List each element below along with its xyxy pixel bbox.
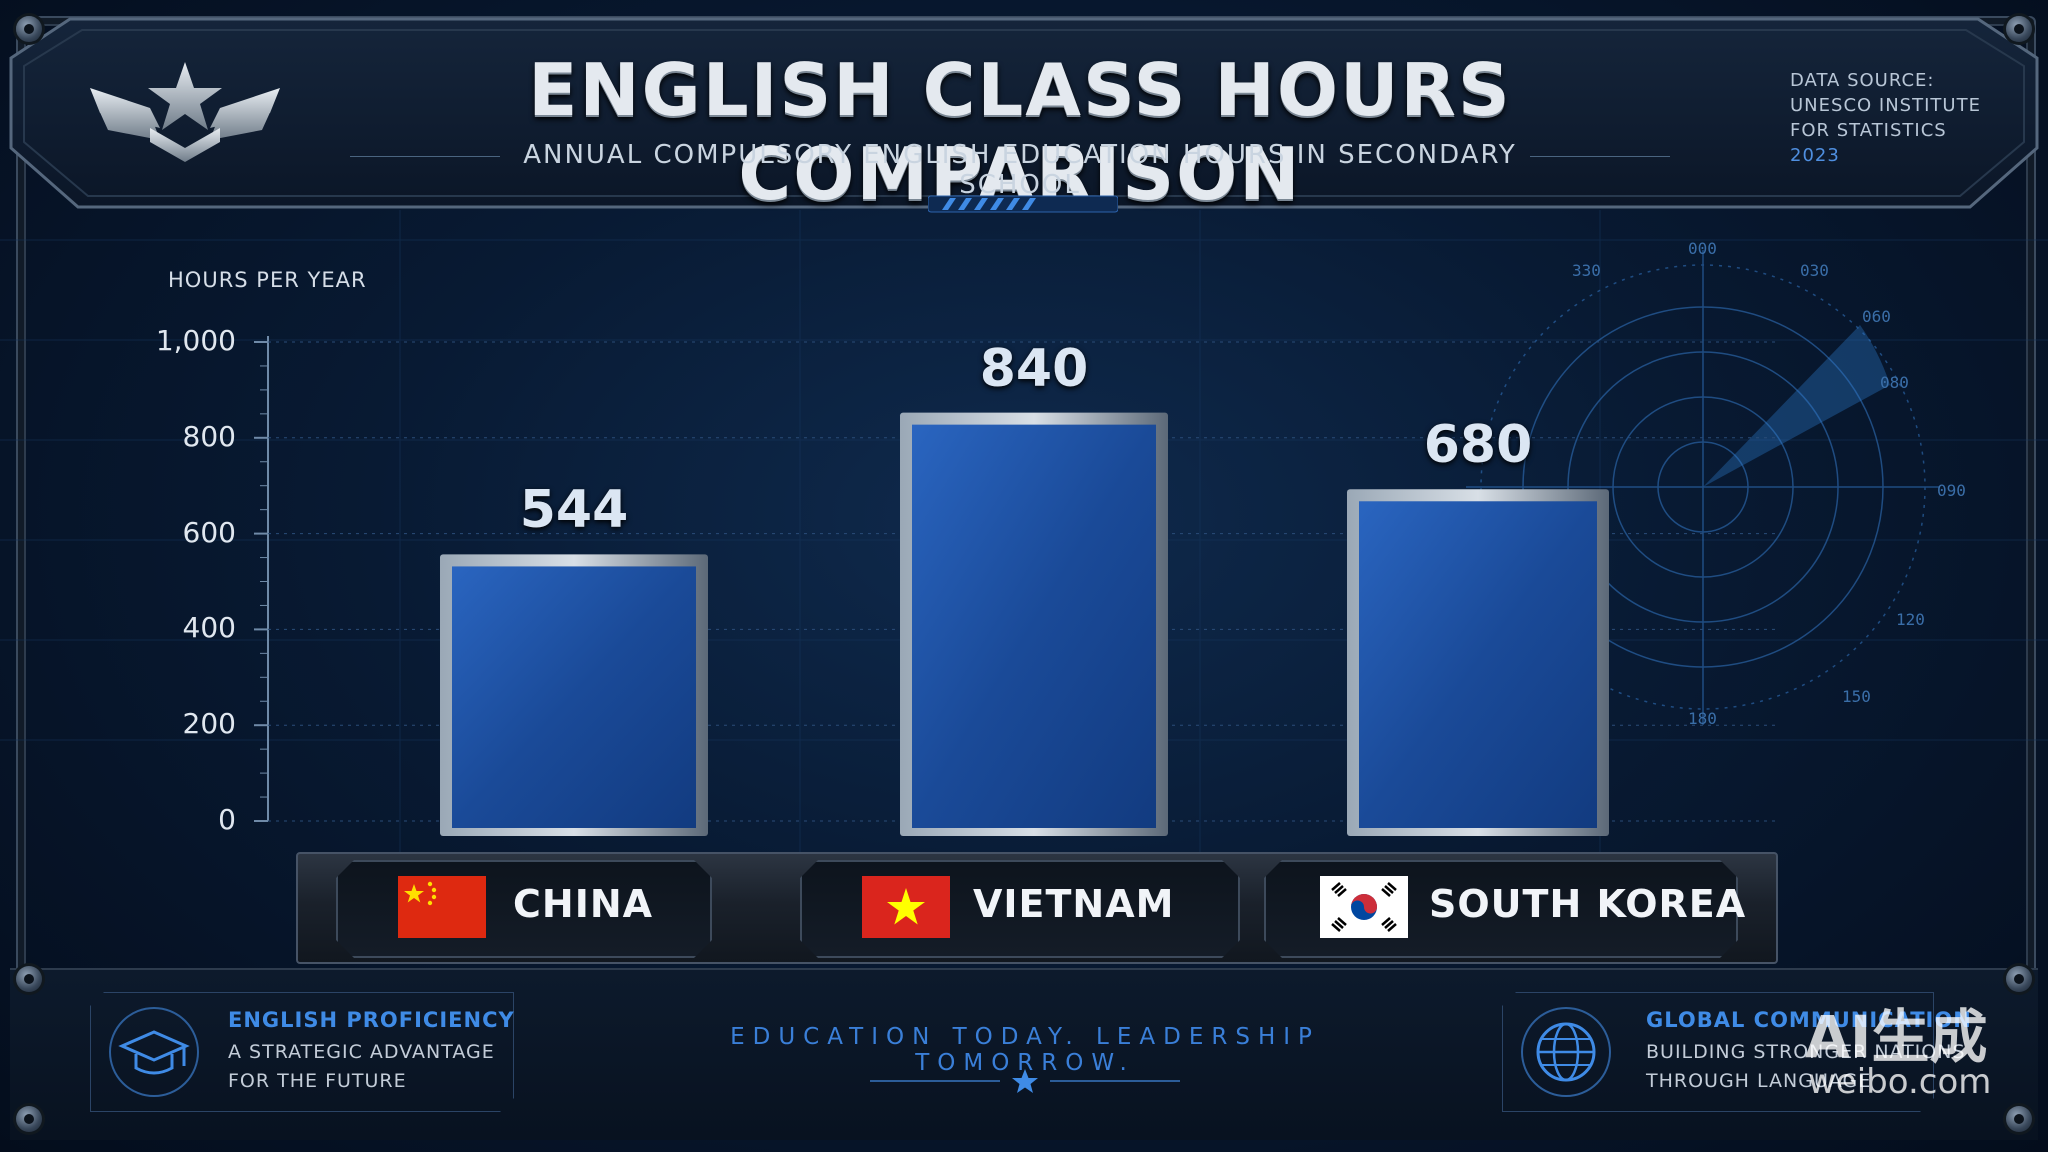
corner-bolt [16,1106,42,1132]
footer-card-left [90,992,514,1112]
svg-text:090: 090 [1937,481,1966,500]
footer-right-line: BUILDING STRONGER NATIONS [1646,1041,1966,1063]
page-subtitle: ANNUAL COMPULSORY ENGLISH EDUCATION HOUR… [523,140,1517,200]
globe-icon [1521,1007,1611,1097]
source-line: UNESCO INSTITUTE [1790,95,1981,116]
y-tick-label: 600 [182,515,236,549]
svg-text:120: 120 [1896,610,1925,629]
vietnam-flag-icon [862,876,950,938]
south-korea-flag-icon [1320,876,1408,938]
footer-left-heading: ENGLISH PROFICIENCY [228,1008,515,1032]
corner-bolt [2006,1106,2032,1132]
svg-text:000: 000 [1688,239,1717,258]
source-year: 2023 [1790,145,1840,166]
y-tick-label: 400 [182,611,236,645]
footer-right-text: BUILDING STRONGER NATIONS THROUGH LANGUA… [1646,1038,1966,1096]
footer-right-heading: GLOBAL COMMUNICATION [1646,1008,1972,1032]
watermark-text: AI生成 [1805,1003,1988,1071]
corner-bolt [16,16,42,42]
header-panel [10,18,2038,208]
graduation-cap-icon [109,1007,199,1097]
svg-text:060: 060 [1862,307,1891,326]
category-label-china: CHINA [513,882,654,926]
star-wings-emblem-icon [90,62,280,162]
footer-left-line: FOR THE FUTURE [228,1070,407,1092]
svg-text:030: 030 [1800,261,1829,280]
radar-graphic [1466,250,1940,725]
footer-card-right [1502,992,1934,1112]
corner-bolt [16,966,42,992]
bar-vietnam [912,424,1156,828]
star-divider-icon [870,1069,1180,1093]
svg-text:180: 180 [1688,709,1717,728]
radar-sweep [1703,325,1890,487]
watermark-domain: weibo.com [1808,1062,1992,1102]
corner-bolt [2006,16,2032,42]
source-line: FOR STATISTICS [1790,120,1947,141]
category-label-vietnam: VIETNAM [973,882,1175,926]
corner-bolt [2006,966,2032,992]
tagline: EDUCATION TODAY. LEADERSHIP TOMORROW. [730,1024,1320,1076]
subtitle-rule-right [1530,156,1670,157]
value-label-china: 544 [519,480,629,541]
svg-text:330: 330 [1572,261,1601,280]
y-axis-title: HOURS PER YEAR [168,268,367,292]
value-label-vietnam: 840 [979,338,1089,399]
china-flag-icon [398,876,486,938]
bar-south-korea [1359,501,1597,828]
footer-left-line: A STRATEGIC ADVANTAGE [228,1041,495,1063]
header-accent-stripes [928,195,1118,213]
svg-text:080: 080 [1880,373,1909,392]
bar-china [452,566,696,828]
header-border [9,17,2039,209]
data-source: DATA SOURCE: UNESCO INSTITUTE FOR STATIS… [1790,68,1981,168]
y-tick-label: 1,000 [155,324,236,357]
y-tick-label: 800 [182,419,236,453]
radar-labels: 000 030 060 080 090 120 150 180 330 [1572,239,1966,728]
svg-text:150: 150 [1842,687,1871,706]
y-tick-label: 0 [218,803,236,836]
source-line: DATA SOURCE: [1790,70,1935,91]
category-label-south-korea: SOUTH KOREA [1429,882,1747,926]
value-label-south-korea: 680 [1423,415,1533,476]
footer-right-line: THROUGH LANGUAGE [1646,1070,1872,1092]
footer-left-text: A STRATEGIC ADVANTAGE FOR THE FUTURE [228,1038,495,1096]
y-tick-label: 200 [182,707,236,741]
page-title: ENGLISH CLASS HOURS COMPARISON [528,48,1512,216]
subtitle-rule-left [350,156,500,157]
